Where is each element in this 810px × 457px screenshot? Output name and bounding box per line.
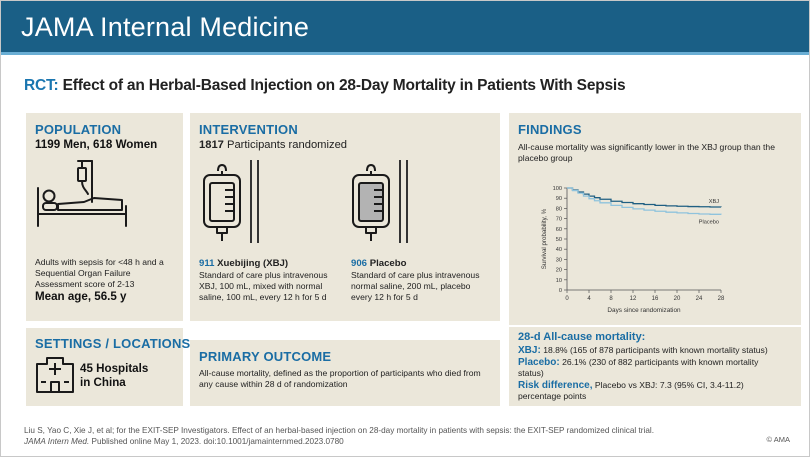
intervention-heading: INTERVENTION [199,122,298,137]
findings-text: All-cause mortality was significantly lo… [518,142,775,163]
placebo-arm-name: Placebo [369,258,407,269]
xbj-arm-n: 911 [199,258,215,269]
placebo-survival-line [567,187,722,215]
header-rule [1,52,809,55]
citation: Liu S, Yao C, Xie J, et al; for the EXIT… [24,425,654,447]
population-heading: POPULATION [35,122,122,137]
citation-line2: JAMA Intern Med. Published online May 1,… [24,436,654,447]
copyright: © AMA [766,435,790,444]
x-axis-label: Days since randomization [607,307,681,314]
x-tick-label: 16 [652,296,659,302]
xbj-arm-title: 911 Xuebijing (XBJ) [199,258,288,269]
risk-difference-text: Placebo vs XBJ: 7.3 (95% CI, 3.4-11.2) p… [518,380,744,401]
randomized-number: 1817 [199,139,224,151]
xbj-mortality-label: XBJ: [518,345,541,356]
x-tick-label: 8 [609,296,613,302]
x-tick-label: 24 [696,296,703,302]
y-tick-label: 50 [556,237,562,243]
journal-title: JAMA Internal Medicine [21,12,310,42]
xbj-iv-bag-icon [203,164,241,241]
findings-panel [509,113,801,406]
xbj-divider-2 [257,160,259,243]
citation-line1: Liu S, Yao C, Xie J, et al; for the EXIT… [24,426,654,435]
population-description: Adults with sepsis for <48 h and a Seque… [35,257,164,289]
y-tick-label: 60 [556,227,562,233]
settings-heading: SETTINGS / LOCATIONS [35,336,191,351]
survival-chart: 0 10 20 30 40 50 60 70 80 90 100 0 4 8 12 16 20 24 28 Days … [541,186,725,314]
x-tick-label: 20 [674,296,681,302]
placebo-arm-n: 906 [351,258,368,269]
hospital-icon [36,357,74,393]
settings-line1: 45 Hospitals [80,362,149,375]
placebo-mortality-label: Placebo: [518,357,560,368]
risk-difference: Risk difference, Placebo vs XBJ: 7.3 (95… [518,380,778,402]
settings-hospitals: 45 Hospitals in China [80,362,148,390]
patient-bed-icon [37,160,127,227]
y-tick-label: 80 [556,206,562,212]
citation-details: Published online May 1, 2023. doi:10.100… [91,437,344,446]
population-count: 1199 Men, 618 Women [35,138,158,151]
primary-outcome-text: All-cause mortality, defined as the prop… [199,368,481,389]
population-panel [26,113,183,321]
x-tick-label: 28 [718,296,725,302]
y-axis-label: Survival probability, % [541,208,548,269]
x-tick-label: 4 [587,296,591,302]
xbj-series-label: XBJ [709,199,719,205]
xbj-survival-line [567,187,722,208]
placebo-series-label: Placebo [699,220,719,226]
placebo-arm-title: 906 Placebo [351,258,406,269]
rct-title-text: Effect of an Herbal-Based Injection on 2… [62,77,626,94]
y-tick-label: 40 [556,247,562,253]
x-tick-label: 12 [630,296,637,302]
placebo-mortality: Placebo: 26.1% (230 of 882 participants … [518,357,780,379]
citation-journal: JAMA Intern Med. [24,437,90,446]
population-mean-age: Mean age, 56.5 y [35,290,127,303]
findings-divider [509,325,801,327]
y-tick-label: 90 [556,196,562,202]
y-tick-label: 10 [556,278,562,284]
xbj-divider [250,160,252,243]
xbj-arm-desc: Standard of care plus intravenous XBJ, 1… [199,270,328,302]
placebo-iv-bag-icon [352,164,390,241]
primary-outcome-panel [190,340,500,406]
randomized-label: Participants randomized [227,139,348,151]
risk-difference-label: Risk difference, [518,380,593,391]
x-tick-label: 0 [565,296,569,302]
xbj-mortality: XBJ: 18.8% (165 of 878 participants with… [518,345,796,356]
settings-line2: in China [80,376,126,389]
xbj-mortality-text: 18.8% (165 of 878 participants with know… [543,345,768,355]
findings-heading: FINDINGS [518,122,582,137]
placebo-divider-2 [406,160,408,243]
xbj-arm-name: Xuebijing (XBJ) [217,258,289,269]
y-tick-label: 100 [553,186,562,192]
intervention-panel [190,113,500,321]
rct-title: RCT: Effect of an Herbal-Based Injection… [24,77,626,95]
placebo-divider [399,160,401,243]
journal-header: JAMA Internal Medicine [1,1,809,55]
y-tick-label: 20 [556,268,562,274]
randomized-count: 1817 Participants randomized [199,139,348,151]
mortality-heading: 28-d All-cause mortality: [518,331,646,343]
rct-label: RCT: [24,77,59,94]
y-tick-label: 70 [556,217,562,223]
primary-outcome-heading: PRIMARY OUTCOME [199,349,332,364]
y-tick-label: 0 [559,288,562,294]
y-tick-label: 30 [556,257,562,263]
placebo-mortality-text: 26.1% (230 of 882 participants with know… [518,357,759,378]
placebo-arm-desc: Standard of care plus intravenous normal… [351,270,480,302]
